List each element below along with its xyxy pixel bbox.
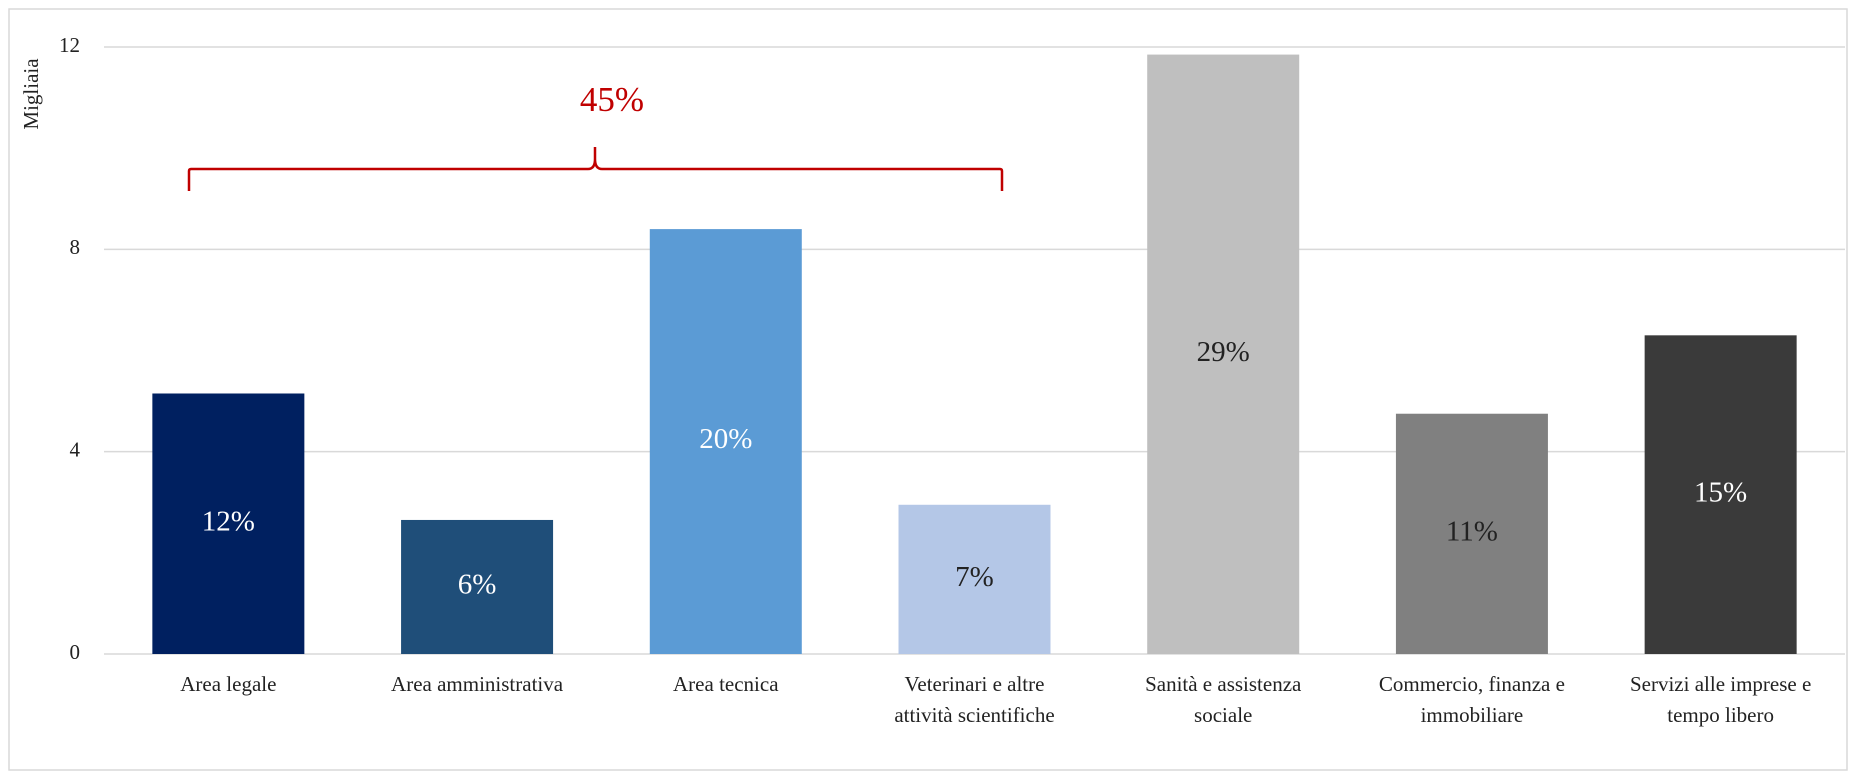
- x-tick-label: Area legale: [180, 672, 276, 696]
- annotation: 45%: [580, 80, 644, 119]
- bar: [1395, 413, 1548, 654]
- x-tick-label: sociale: [1194, 703, 1252, 727]
- bar-share-label: 20%: [699, 423, 752, 455]
- bar-share-label: 11%: [1446, 516, 1498, 548]
- bar: [1644, 335, 1797, 654]
- bracket: [187, 147, 1004, 191]
- y-tick-label: 4: [70, 437, 81, 461]
- x-tick-label: Commercio, finanza e: [1379, 672, 1565, 696]
- x-tick-label: Area amministrativa: [391, 672, 564, 696]
- x-tick-label: Servizi alle imprese e: [1630, 672, 1811, 696]
- y-tick-label: 8: [70, 235, 81, 259]
- plot: 0 4 8 12 12% Area legale 6% Area amministrativa…: [59, 33, 1845, 727]
- bar-share-label: 6%: [458, 569, 497, 601]
- x-tick-label: immobiliare: [1421, 703, 1524, 727]
- bar: [1147, 54, 1300, 654]
- x-tick-label: Area tecnica: [673, 672, 779, 696]
- x-tick-label: Veterinari e altre: [905, 672, 1045, 696]
- bar: [401, 519, 554, 654]
- bar: [152, 393, 305, 654]
- bar-share-label: 7%: [955, 561, 994, 593]
- y-axis-label: Migliaia: [19, 58, 43, 130]
- x-tick-label: tempo libero: [1667, 703, 1774, 727]
- y-tick-label: 0: [70, 640, 81, 664]
- x-tick-label: attività scientifiche: [894, 703, 1054, 727]
- bar-share-label: 12%: [202, 505, 255, 537]
- bar-share-label: 15%: [1694, 476, 1747, 508]
- chart-frame: [8, 8, 1848, 771]
- bar-share-label: 29%: [1197, 336, 1250, 368]
- bar: [649, 229, 802, 654]
- x-tick-label: Sanità e assistenza: [1145, 672, 1302, 696]
- bar: [898, 504, 1051, 654]
- y-tick-label: 12: [59, 33, 80, 57]
